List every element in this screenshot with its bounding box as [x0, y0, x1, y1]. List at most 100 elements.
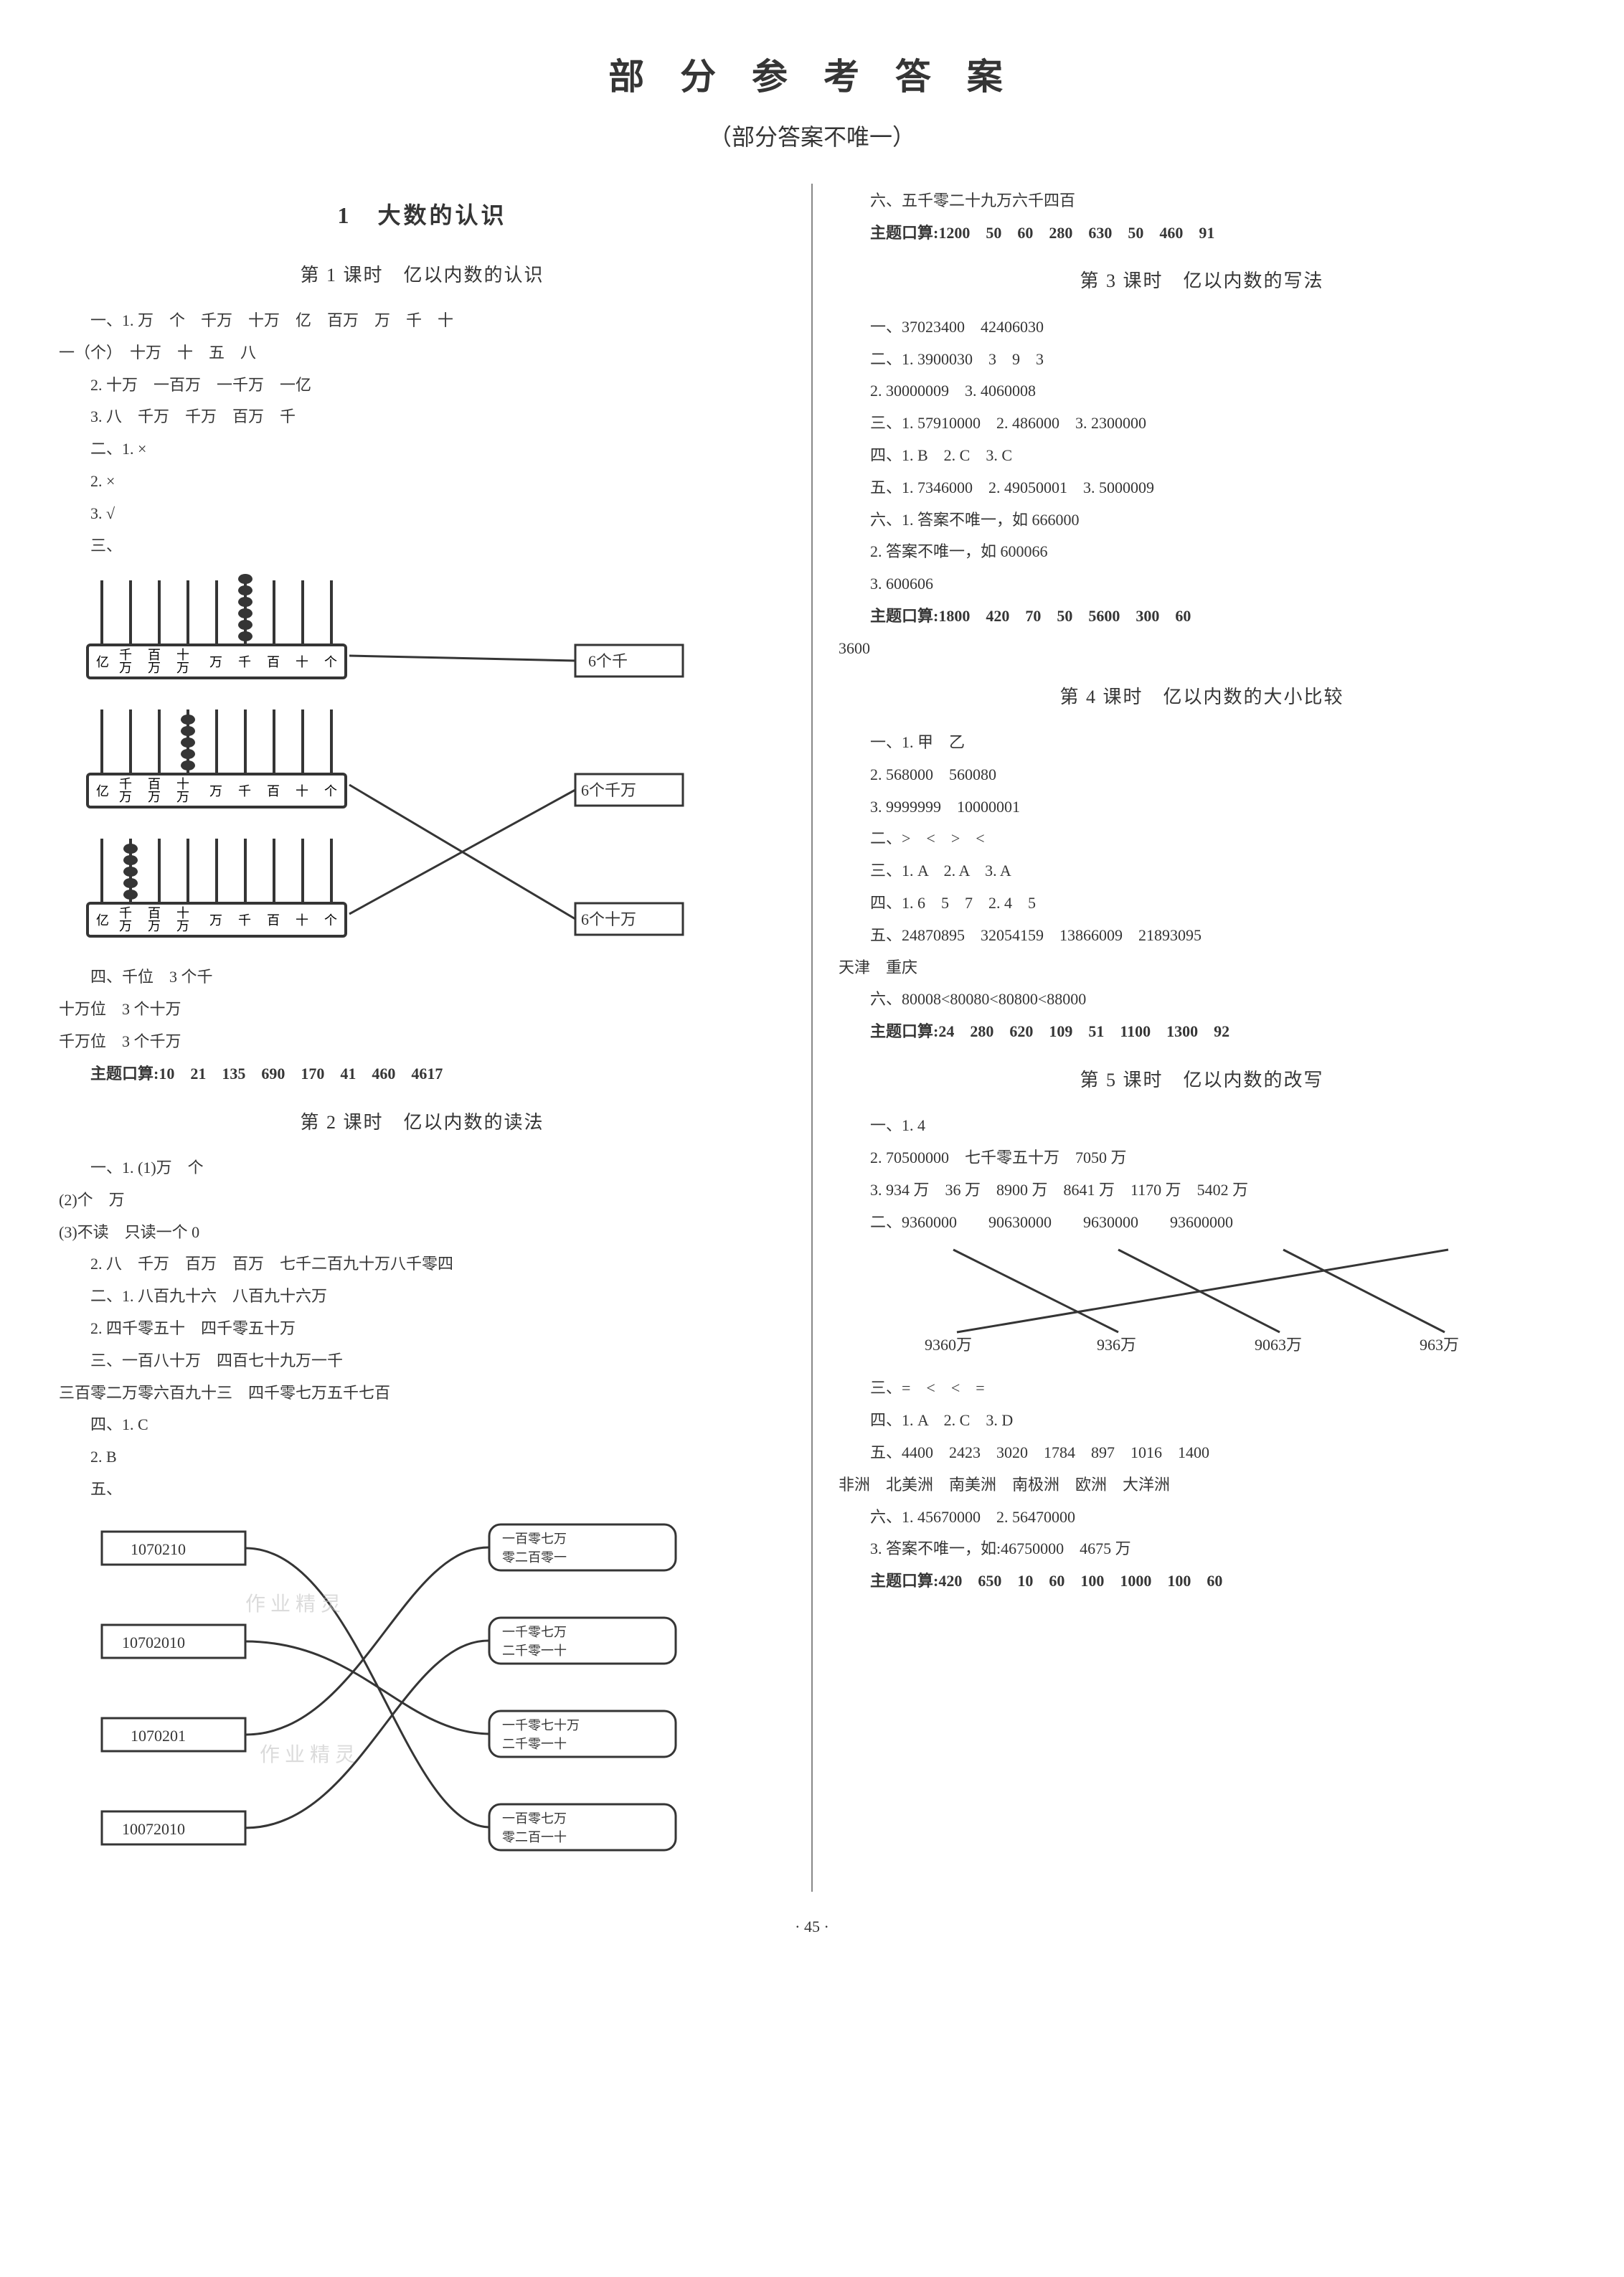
text-line: 主题口算:10 21 135 690 170 41 460 4617: [59, 1059, 785, 1089]
match-box-label: 6个十万: [581, 910, 636, 928]
text-line: 三、: [59, 531, 785, 561]
svg-text:一千零七万: 一千零七万: [502, 1625, 567, 1639]
text-line: 主题口算:24 280 620 109 51 1100 1300 92: [839, 1017, 1565, 1047]
text-line: 主题口算:1800 420 70 50 5600 300 60: [839, 601, 1565, 631]
text-line: 2. 70500000 七千零五十万 7050 万: [839, 1143, 1565, 1173]
svg-text:千: 千: [119, 648, 132, 662]
text-line: 主题口算:1200 50 60 280 630 50 460 91: [839, 218, 1565, 248]
text-line: 三百零二万零六百九十三 四千零七万五千七百: [59, 1378, 785, 1408]
svg-text:二千零一十: 二千零一十: [502, 1737, 567, 1751]
svg-text:万: 万: [148, 790, 161, 804]
text-line: 2. 十万 一百万 一千万 一亿: [59, 370, 785, 400]
text-line: 3. √: [59, 499, 785, 529]
left-column: 1 大数的认识 第 1 课时 亿以内数的认识 一、1. 万 个 千万 十万 亿 …: [59, 184, 813, 1892]
page-number: · 45 ·: [59, 1912, 1565, 1942]
text-line: 2. 八 千万 百万 百万 七千二百九十万八千零四: [59, 1249, 785, 1279]
text-line: 2. 30000009 3. 4060008: [839, 376, 1565, 406]
text-line: 二、1. 八百九十六 八百九十六万: [59, 1281, 785, 1311]
svg-text:十: 十: [296, 655, 308, 669]
svg-text:亿: 亿: [96, 913, 109, 928]
two-column-layout: 1 大数的认识 第 1 课时 亿以内数的认识 一、1. 万 个 千万 十万 亿 …: [59, 184, 1565, 1892]
svg-text:千: 千: [119, 777, 132, 791]
svg-text:一百零七万: 一百零七万: [502, 1811, 567, 1826]
text-line: 二、1. 3900030 3 9 3: [839, 344, 1565, 374]
text-line: 3. 9999999 10000001: [839, 792, 1565, 822]
svg-text:个: 个: [324, 655, 337, 669]
lesson-3-title: 第 3 课时 亿以内数的写法: [839, 263, 1565, 298]
text-line: 2. 四千零五十 四千零五十万: [59, 1314, 785, 1344]
text-line: 五、1. 7346000 2. 49050001 3. 5000009: [839, 473, 1565, 503]
text-line: 2. ×: [59, 466, 785, 496]
text-line: 四、1. A 2. C 3. D: [839, 1405, 1565, 1436]
text-line: (3)不读 只读一个 0: [59, 1217, 785, 1248]
text-line: 四、千位 3 个千: [59, 962, 785, 992]
text-line: 一、1. 4: [839, 1111, 1565, 1141]
text-line: 四、1. C: [59, 1410, 785, 1440]
svg-text:十: 十: [176, 777, 189, 791]
lesson-5-title: 第 5 课时 亿以内数的改写: [839, 1062, 1565, 1098]
svg-text:万: 万: [119, 919, 132, 933]
svg-text:十: 十: [296, 913, 308, 928]
text-line: 五、: [59, 1474, 785, 1504]
text-line: 一、1. 万 个 千万 十万 亿 百万 万 千 十: [59, 306, 785, 336]
text-line: 3. 934 万 36 万 8900 万 8641 万 1170 万 5402 …: [839, 1175, 1565, 1205]
svg-text:万: 万: [209, 784, 222, 798]
svg-text:亿: 亿: [96, 784, 109, 798]
svg-text:万: 万: [119, 661, 132, 675]
subtitle: （部分答案不唯一）: [59, 116, 1565, 159]
text-line: 一、37023400 42406030: [839, 312, 1565, 342]
unit-title: 1 大数的认识: [59, 194, 785, 237]
text-line: 二、> < > <: [839, 824, 1565, 854]
abacus-match-diagram: 亿 千万 百万 十万 万 千 百 十 个: [59, 566, 785, 953]
text-line: 四、1. B 2. C 3. C: [839, 440, 1565, 471]
svg-text:零二百一十: 零二百一十: [502, 1830, 567, 1844]
svg-text:万: 万: [148, 661, 161, 675]
text-line: 十万位 3 个十万: [59, 994, 785, 1024]
text-line: 六、1. 答案不唯一，如 666000: [839, 505, 1565, 535]
text-line: 天津 重庆: [839, 953, 1565, 983]
svg-text:万: 万: [209, 655, 222, 669]
svg-text:亿: 亿: [96, 655, 109, 669]
page-root: 部 分 参 考 答 案 （部分答案不唯一） 1 大数的认识 第 1 课时 亿以内…: [59, 43, 1565, 1942]
svg-text:1070201: 1070201: [131, 1727, 186, 1745]
svg-text:9360万: 9360万: [925, 1336, 972, 1354]
text-line: 2. 568000 560080: [839, 760, 1565, 790]
text-line: 3. 答案不唯一，如:46750000 4675 万: [839, 1534, 1565, 1564]
svg-text:9063万: 9063万: [1255, 1336, 1302, 1354]
number-read-match-diagram: 1070210 10702010 1070201 10072010 一百零七万 …: [59, 1510, 785, 1883]
svg-text:十: 十: [176, 648, 189, 662]
text-line: 三、= < < =: [839, 1373, 1565, 1403]
svg-text:作 业 精 灵: 作 业 精 灵: [245, 1593, 341, 1616]
svg-text:1070210: 1070210: [131, 1540, 186, 1558]
lesson-2-title: 第 2 课时 亿以内数的读法: [59, 1105, 785, 1140]
rewrite-match-diagram: 9360万 936万 9063万 963万: [839, 1243, 1565, 1364]
text-line: 三、一百八十万 四百七十九万一千: [59, 1346, 785, 1376]
text-line: 一、1. 甲 乙: [839, 727, 1565, 758]
text-line: 3. 600606: [839, 569, 1565, 599]
svg-text:10072010: 10072010: [122, 1820, 185, 1838]
svg-text:十: 十: [176, 906, 189, 920]
svg-text:一千零七十万: 一千零七十万: [502, 1718, 580, 1732]
match-box-label: 6个千: [588, 652, 628, 670]
svg-text:963万: 963万: [1420, 1336, 1459, 1354]
text-line: 三、1. A 2. A 3. A: [839, 856, 1565, 886]
text-line: 六、1. 45670000 2. 56470000: [839, 1502, 1565, 1532]
svg-text:百: 百: [267, 655, 280, 669]
match-box-label: 6个千万: [581, 781, 636, 799]
lesson-1-title: 第 1 课时 亿以内数的认识: [59, 258, 785, 293]
svg-text:10702010: 10702010: [122, 1634, 185, 1651]
text-line: 五、24870895 32054159 13866009 21893095: [839, 920, 1565, 951]
text-line: 千万位 3 个千万: [59, 1027, 785, 1057]
right-column: 六、五千零二十九万六千四百 主题口算:1200 50 60 280 630 50…: [839, 184, 1565, 1892]
text-line: 2. B: [59, 1442, 785, 1472]
svg-text:万: 万: [176, 790, 189, 804]
svg-text:个: 个: [324, 784, 337, 798]
lesson-4-title: 第 4 课时 亿以内数的大小比较: [839, 679, 1565, 715]
text-line: 二、1. ×: [59, 434, 785, 464]
svg-text:百: 百: [148, 777, 161, 791]
text-line: 六、五千零二十九万六千四百: [839, 186, 1565, 216]
text-line: 非洲 北美洲 南美洲 南极洲 欧洲 大洋洲: [839, 1470, 1565, 1500]
text-line: 主题口算:420 650 10 60 100 1000 100 60: [839, 1566, 1565, 1596]
text-line: 一、1. (1)万 个: [59, 1153, 785, 1183]
svg-text:万: 万: [119, 790, 132, 804]
